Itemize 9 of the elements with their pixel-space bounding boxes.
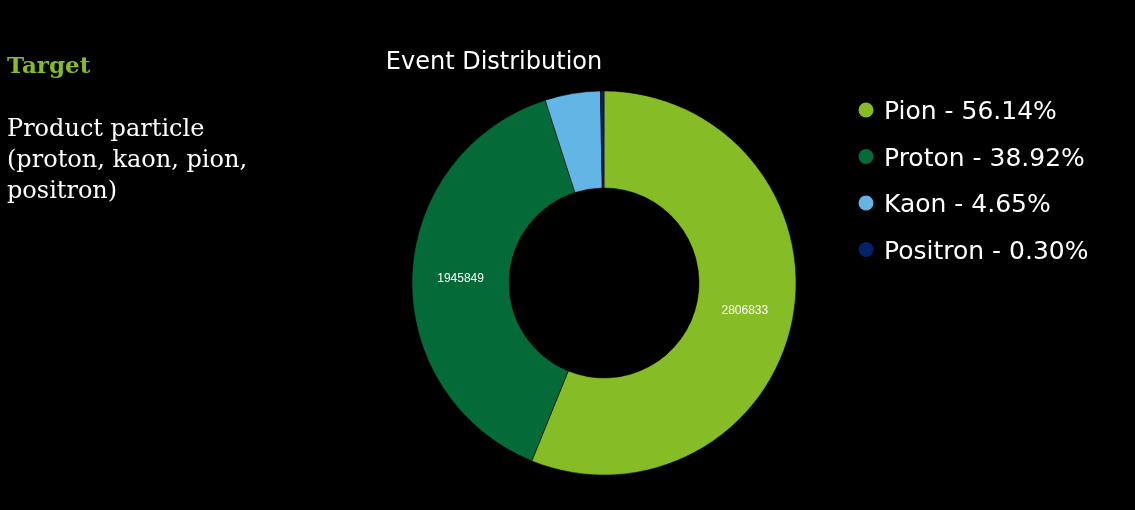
legend-label: Pion - 56.14% bbox=[884, 96, 1057, 125]
data-label: 2806833 bbox=[721, 303, 769, 318]
text: Target bbox=[7, 51, 91, 78]
data-label: 1945849 bbox=[437, 270, 485, 285]
text: Product particle (proton, kaon, pion, positron) bbox=[7, 114, 248, 204]
chart-title: Event Distribution bbox=[385, 47, 603, 75]
legend-label: Proton - 38.92% bbox=[884, 142, 1085, 172]
legend-label: Positron - 0.30% bbox=[884, 235, 1089, 265]
legend-label: Kaon - 4.65% bbox=[884, 189, 1051, 218]
